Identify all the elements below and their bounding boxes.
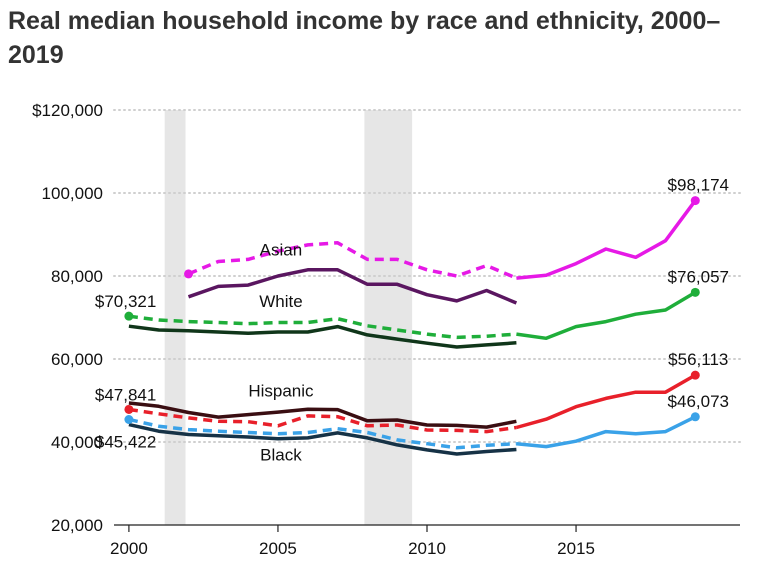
series-endpoints xyxy=(124,196,700,424)
x-axis-ticks: 2000 2005 2010 2015 xyxy=(110,524,740,558)
value-annotation: $45,422 xyxy=(95,432,156,451)
y-tick-label: 40,000 xyxy=(51,433,103,452)
recession-bands xyxy=(164,110,413,525)
recession-band-0 xyxy=(164,110,186,525)
y-tick-label: $120,000 xyxy=(32,101,103,120)
line-asian-old-alt xyxy=(187,268,518,305)
value-annotation: $70,321 xyxy=(95,292,156,311)
chart-title: Real median household income by race and… xyxy=(8,7,721,69)
value-annotation: $46,073 xyxy=(668,392,729,411)
line-black-old-alt xyxy=(128,422,517,456)
point-asian-end xyxy=(690,196,700,206)
point-white-start xyxy=(124,311,134,321)
series-lines xyxy=(128,199,697,456)
series-label-white: White xyxy=(259,292,302,311)
line-hispanic-new xyxy=(515,373,697,430)
y-tick-label: 20,000 xyxy=(51,516,103,535)
line-white-old-alt xyxy=(128,324,517,349)
y-tick-label: 60,000 xyxy=(51,350,103,369)
line-asian-new xyxy=(516,199,697,280)
point-white-end xyxy=(690,287,700,297)
x-tick-label: 2015 xyxy=(557,539,595,558)
point-hispanic-start xyxy=(124,404,134,414)
y-tick-label: 80,000 xyxy=(51,267,103,286)
series-labels: Asian White Hispanic Black xyxy=(248,240,314,464)
gridlines xyxy=(113,109,741,443)
x-tick-label: 2000 xyxy=(110,539,148,558)
line-hispanic-old-alt xyxy=(128,401,517,429)
point-asian-start xyxy=(184,269,194,279)
value-annotation: $47,841 xyxy=(95,385,156,404)
line-white-new xyxy=(516,290,697,341)
line-hispanic-old-dashed xyxy=(128,407,517,434)
value-annotation: $76,057 xyxy=(668,267,729,286)
value-annotations: $70,321 $47,841 $45,422 $98,174 $76,057 $56,1… xyxy=(95,176,729,452)
recession-band-1 xyxy=(364,110,413,525)
value-annotation: $56,113 xyxy=(668,350,728,369)
y-axis-ticks: 20,000 40,000 60,000 80,000 100,000 $120,000 xyxy=(32,101,103,535)
line-black-old-dashed xyxy=(128,417,517,450)
point-black-end xyxy=(690,412,700,422)
line-black-new xyxy=(516,415,697,449)
line-white-old-dashed xyxy=(128,314,517,340)
point-black-start xyxy=(124,414,134,424)
series-label-asian: Asian xyxy=(260,240,303,259)
series-label-hispanic: Hispanic xyxy=(248,381,314,400)
value-annotation: $98,174 xyxy=(668,176,729,195)
point-hispanic-end xyxy=(690,370,700,380)
line-asian-old-dashed xyxy=(187,241,518,280)
x-tick-label: 2010 xyxy=(408,539,446,558)
series-label-black: Black xyxy=(260,446,302,465)
y-tick-label: 100,000 xyxy=(42,184,103,203)
x-tick-label: 2005 xyxy=(259,539,297,558)
